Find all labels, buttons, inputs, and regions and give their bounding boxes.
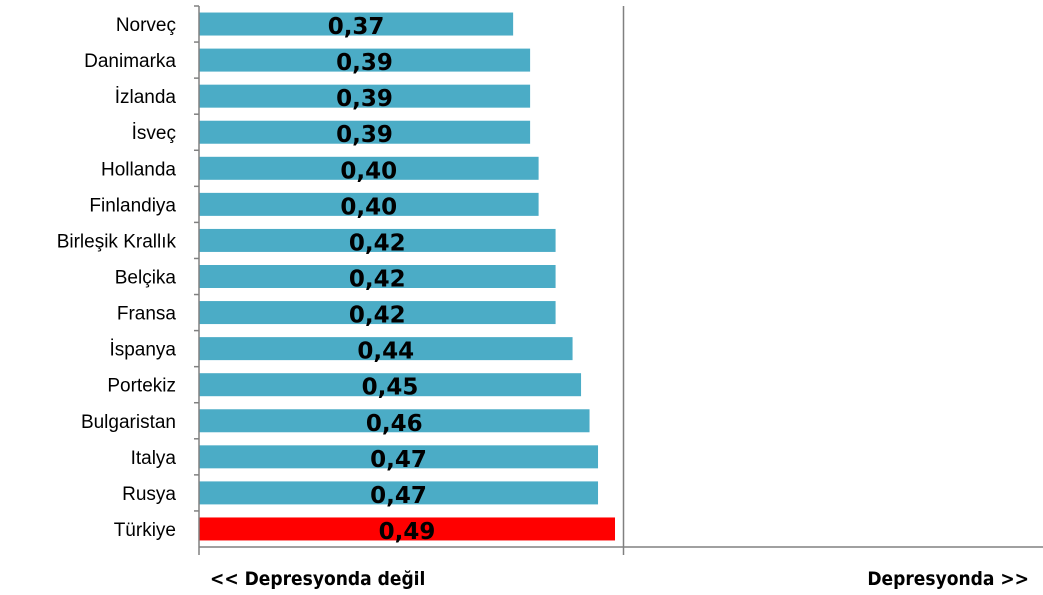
bar [199, 265, 556, 288]
data-label: 0,47 [370, 447, 427, 473]
bar [199, 373, 582, 397]
category-label: Rusya [122, 484, 176, 505]
category-label: Bulgaristan [81, 412, 176, 433]
bar [199, 301, 556, 325]
data-label: 0,44 [357, 339, 414, 365]
bar [199, 48, 531, 72]
data-label: 0,45 [362, 375, 419, 401]
data-label: 0,42 [349, 267, 406, 293]
category-label: Fransa [117, 304, 177, 325]
bar [199, 409, 590, 433]
data-label: 0,39 [336, 50, 393, 76]
category-label: İsveç [132, 123, 176, 144]
bar [199, 481, 599, 505]
data-label: 0,39 [336, 86, 393, 112]
bar [199, 84, 531, 108]
category-label: Birleşik Krallık [57, 231, 177, 252]
category-label: Danimarka [84, 51, 176, 72]
category-label: Norveç [116, 15, 176, 36]
bar [199, 12, 514, 36]
bar [199, 445, 599, 469]
data-label: 0,40 [340, 194, 397, 220]
data-label: 0,49 [379, 519, 436, 545]
bar [199, 228, 556, 252]
category-label: Türkiye [114, 520, 176, 541]
data-label: 0,37 [328, 14, 385, 40]
category-label: Hollanda [101, 159, 176, 180]
category-label: Portekiz [107, 376, 176, 397]
bar [199, 120, 531, 144]
data-label: 0,42 [349, 230, 406, 256]
data-label: 0,39 [336, 122, 393, 148]
category-label: Italya [131, 448, 177, 469]
data-label: 0,47 [370, 483, 427, 509]
left-axis-note: << Depresyonda değil [210, 568, 426, 590]
data-label: 0,40 [340, 158, 397, 184]
category-label: Belçika [115, 268, 177, 289]
bar [199, 517, 616, 541]
data-label: 0,46 [366, 411, 423, 437]
right-axis-note: Depresyonda >> [867, 568, 1029, 590]
bar [199, 337, 573, 361]
bar [199, 156, 539, 180]
category-label: İspanya [109, 340, 176, 361]
category-label: İzlanda [115, 87, 177, 108]
bar [199, 192, 539, 216]
category-label: Finlandiya [89, 195, 176, 216]
data-label: 0,42 [349, 303, 406, 329]
